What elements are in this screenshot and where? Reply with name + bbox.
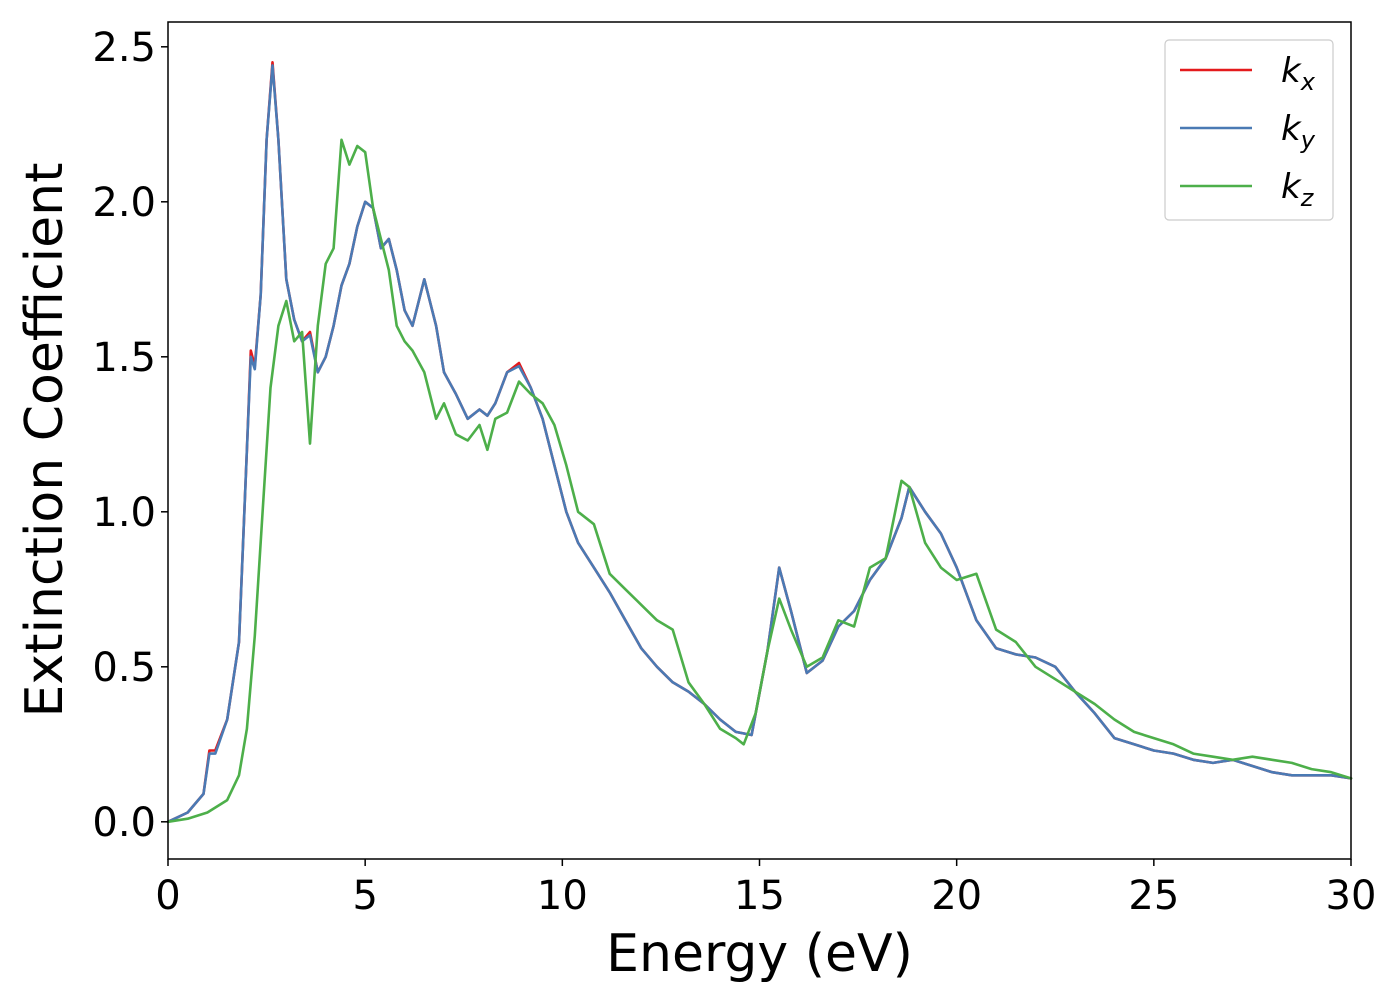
y-tick-label: 1.0 [92, 490, 156, 536]
series-line-kz [166, 138, 1353, 824]
legend-label-kz: kz [1281, 167, 1315, 212]
y-tick-label: 2.5 [92, 25, 156, 71]
legend-label-subscript: x [1300, 68, 1316, 96]
series-layer [166, 61, 1353, 824]
legend-label-subscript: z [1300, 184, 1315, 212]
legend-label-base: k [1281, 109, 1302, 149]
y-tick-label: 0.0 [92, 800, 156, 846]
series-line-ky [166, 64, 1353, 824]
x-tick-label: 5 [352, 873, 377, 919]
y-axis-ticks: 0.0 0.5 1.0 1.5 2.0 2.5 [92, 25, 168, 846]
legend-label-base: k [1281, 51, 1302, 91]
x-tick-label: 10 [537, 873, 588, 919]
legend-label-subscript: y [1300, 126, 1316, 154]
x-tick-label: 20 [931, 873, 982, 919]
x-tick-label: 25 [1128, 873, 1179, 919]
y-axis-title: Extinction Coefficient [15, 163, 75, 718]
plot-area-background [168, 22, 1351, 859]
legend-label-ky: ky [1281, 109, 1316, 154]
legend-label-base: k [1281, 167, 1302, 207]
x-tick-label: 0 [155, 873, 180, 919]
y-tick-label: 1.5 [92, 335, 156, 381]
x-axis-ticks: 0 5 10 15 20 25 30 [155, 859, 1376, 919]
y-tick-label: 2.0 [92, 180, 156, 226]
legend-label-kx: kx [1281, 51, 1316, 96]
legend-box [1164, 39, 1334, 221]
x-tick-label: 30 [1326, 873, 1377, 919]
x-tick-label: 15 [734, 873, 785, 919]
x-axis-title: Energy (eV) [606, 924, 913, 984]
y-tick-label: 0.5 [92, 645, 156, 691]
